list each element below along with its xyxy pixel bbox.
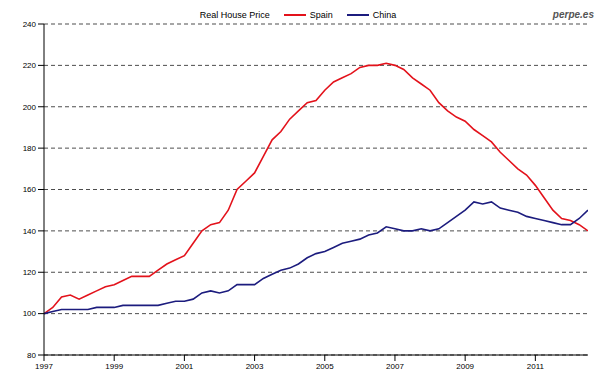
- svg-text:140: 140: [23, 227, 37, 236]
- html-text:Spain: Spain: [309, 10, 333, 20]
- html-text:China: China: [372, 10, 397, 20]
- svg-text:1999: 1999: [105, 362, 123, 371]
- svg-text:2003: 2003: [246, 362, 264, 371]
- html-text:Real House Price: Real House Price: [199, 10, 270, 20]
- svg-text:2007: 2007: [386, 362, 404, 371]
- svg-text:160: 160: [23, 185, 37, 194]
- svg-text:2011: 2011: [527, 362, 545, 371]
- svg-text:80: 80: [27, 351, 36, 360]
- svg-text:240: 240: [23, 20, 37, 29]
- svg-text:2005: 2005: [316, 362, 334, 371]
- svg-text:180: 180: [23, 144, 37, 153]
- svg-text:1997: 1997: [35, 362, 53, 371]
- svg-text:220: 220: [23, 61, 37, 70]
- svg-text:2001: 2001: [175, 362, 193, 371]
- svg-text:200: 200: [23, 103, 37, 112]
- svg-text:2009: 2009: [456, 362, 474, 371]
- svg-text:100: 100: [23, 309, 37, 318]
- svg-text:120: 120: [23, 268, 37, 277]
- html-text:perpe.es: perpe.es: [552, 9, 594, 20]
